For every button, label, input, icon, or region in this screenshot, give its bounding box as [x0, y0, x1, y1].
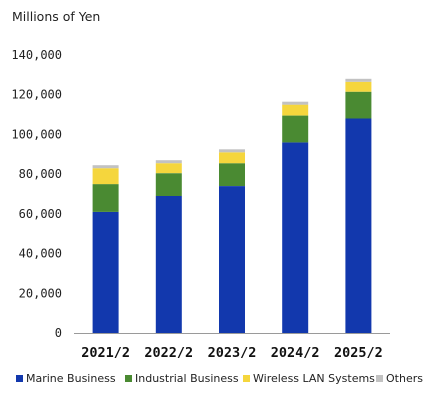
legend-label: Wireless LAN Systems — [253, 372, 375, 385]
bar-segment — [282, 104, 309, 116]
bar-segment — [345, 118, 372, 333]
legend-swatch — [16, 375, 23, 382]
bar-segment — [219, 163, 245, 186]
bar-segment — [92, 165, 119, 169]
bar-segment — [92, 168, 119, 185]
x-axis-ticks: 2021/2 2022/2 2023/2 2024/2 2025/2 — [81, 345, 383, 361]
bar-segment — [345, 91, 372, 119]
unit-label: Millions of Yen — [12, 9, 100, 24]
x-tick-label: 2023/2 — [208, 345, 257, 361]
bar-segment — [345, 81, 372, 92]
x-tick-label: 2022/2 — [144, 345, 193, 361]
bar-segment — [155, 173, 182, 196]
bar-segment — [282, 101, 309, 105]
legend-label: Industrial Business — [135, 372, 239, 385]
legend-label: Marine Business — [26, 372, 116, 385]
bar-segment — [219, 186, 245, 333]
legend-label: Others — [386, 372, 423, 385]
legend: Marine Business Industrial Business Wirele… — [16, 372, 423, 385]
y-tick-label: 0 — [55, 326, 62, 340]
y-axis-ticks: 0 20,000 40,000 60,000 80,000 100,000 120,000 1… — [11, 48, 62, 340]
bar-segment — [282, 142, 309, 333]
bar-segment — [92, 184, 119, 212]
bar-segment — [345, 78, 372, 82]
legend-swatch — [376, 375, 383, 382]
bar-segment — [155, 163, 182, 174]
bar-segment — [155, 196, 182, 333]
y-tick-label: 60,000 — [19, 207, 62, 221]
x-tick-label: 2025/2 — [334, 345, 383, 361]
y-tick-label: 80,000 — [19, 167, 62, 181]
y-tick-label: 100,000 — [11, 127, 62, 141]
bar-segment — [92, 211, 119, 333]
y-tick-label: 120,000 — [11, 88, 62, 102]
bar-segment — [155, 160, 182, 164]
bar-segment — [282, 115, 309, 143]
bar-segment — [219, 152, 245, 164]
x-tick-label: 2024/2 — [271, 345, 320, 361]
y-tick-label: 140,000 — [11, 48, 62, 62]
legend-swatch — [125, 375, 132, 382]
bars — [92, 78, 372, 333]
y-tick-label: 20,000 — [19, 286, 62, 300]
y-tick-label: 40,000 — [19, 247, 62, 261]
x-tick-label: 2021/2 — [81, 345, 130, 361]
legend-swatch — [243, 375, 250, 382]
bar-segment — [219, 149, 245, 153]
